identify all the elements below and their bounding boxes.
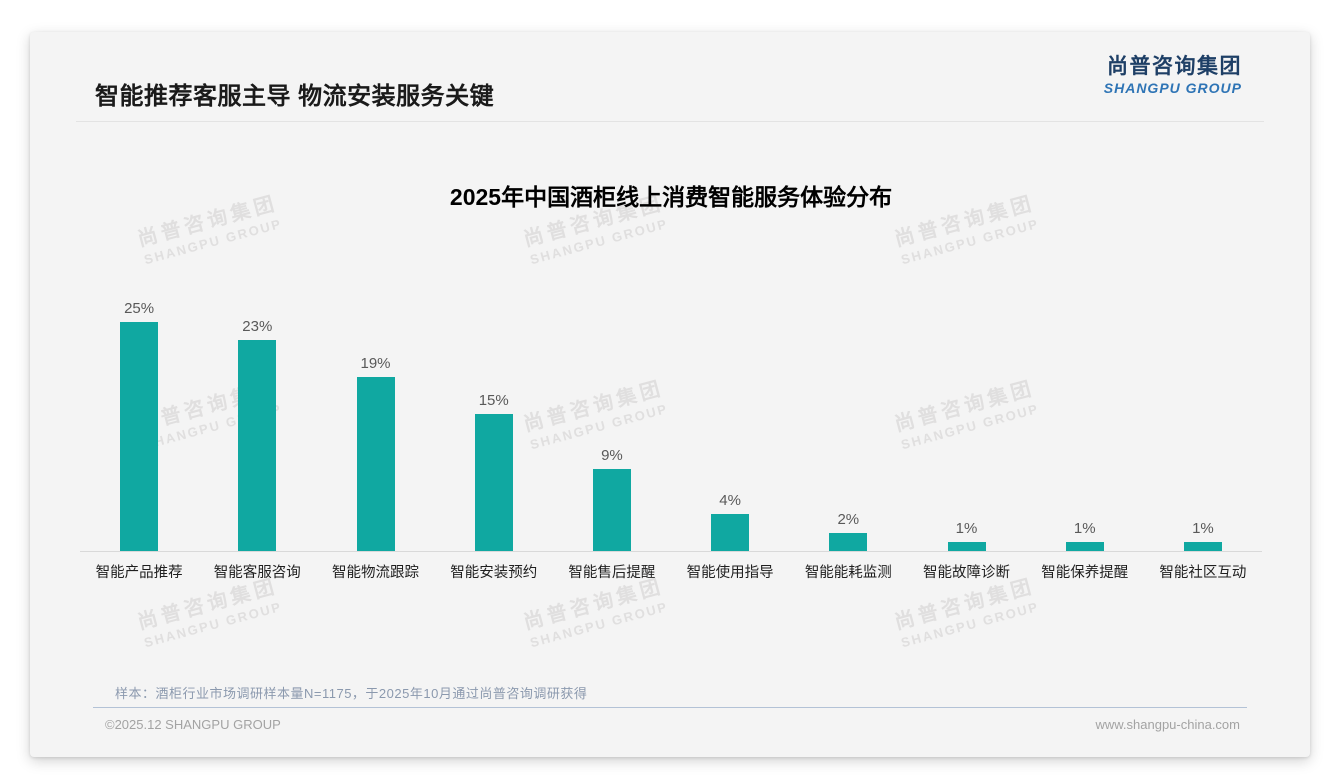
bar-value-label: 2% bbox=[837, 511, 860, 528]
bar-value-label: 25% bbox=[124, 300, 155, 317]
watermark: 尚普咨询集团 SHANGPU GROUP bbox=[135, 575, 285, 652]
watermark-chinese-text: 尚普咨询集团 bbox=[135, 575, 281, 635]
company-logo: 尚普咨询集团 SHANGPU GROUP bbox=[1104, 54, 1242, 97]
watermark-chinese-text: 尚普咨询集团 bbox=[521, 575, 667, 635]
bar bbox=[592, 469, 631, 551]
website-url: www.shangpu-china.com bbox=[1095, 717, 1240, 732]
bar-column: 4% bbox=[671, 492, 789, 551]
bar-column: 2% bbox=[789, 511, 907, 551]
bar bbox=[711, 514, 750, 551]
bar-value-label: 4% bbox=[719, 492, 741, 509]
watermark-english-text: SHANGPU GROUP bbox=[899, 215, 1041, 268]
bar-column: 1% bbox=[1144, 520, 1262, 551]
category-label: 智能安装预约 bbox=[450, 565, 538, 581]
sample-note: 样本：酒柜行业市场调研样本量N=1175，于2025年10月通过尚普咨询调研获得 bbox=[115, 686, 588, 701]
bar bbox=[1065, 542, 1104, 551]
category-label: 智能使用指导 bbox=[686, 565, 774, 581]
bar-value-label: 15% bbox=[478, 392, 509, 409]
logo-chinese-text: 尚普咨询集团 bbox=[1107, 55, 1242, 78]
bar bbox=[829, 533, 868, 551]
bar bbox=[474, 414, 513, 551]
bar-column: 1% bbox=[1026, 520, 1144, 551]
watermark-chinese-text: 尚普咨询集团 bbox=[892, 575, 1038, 635]
watermark-english-text: SHANGPU GROUP bbox=[142, 598, 284, 651]
bar-column: 19% bbox=[316, 355, 434, 551]
x-axis-line bbox=[80, 551, 1262, 552]
chart-title: 2025年中国酒柜线上消费智能服务体验分布 bbox=[449, 184, 893, 210]
bar-value-label: 19% bbox=[360, 355, 391, 372]
watermark-english-text: SHANGPU GROUP bbox=[899, 598, 1041, 651]
bar bbox=[238, 340, 277, 551]
watermark: 尚普咨询集团 SHANGPU GROUP bbox=[521, 575, 671, 652]
bar-column: 15% bbox=[435, 392, 553, 551]
logo-english-text: SHANGPU GROUP bbox=[1103, 80, 1242, 96]
bar-value-label: 9% bbox=[601, 447, 623, 464]
category-label: 智能售后提醒 bbox=[568, 565, 656, 581]
footer: ©2025.12 SHANGPU GROUP www.shangpu-china… bbox=[105, 717, 1240, 732]
page-title: 智能推荐客服主导 物流安装服务关键 bbox=[95, 83, 495, 110]
bar-column: 1% bbox=[907, 520, 1025, 551]
category-label: 智能保养提醒 bbox=[1041, 565, 1129, 581]
category-label: 智能产品推荐 bbox=[95, 565, 183, 581]
category-label: 智能物流跟踪 bbox=[332, 565, 419, 581]
bar-column: 25% bbox=[80, 300, 198, 551]
watermark-english-text: SHANGPU GROUP bbox=[528, 215, 670, 268]
bar bbox=[1183, 542, 1222, 551]
title-divider bbox=[76, 121, 1264, 122]
bar-value-label: 1% bbox=[955, 520, 978, 537]
footer-divider bbox=[93, 707, 1247, 708]
bar-column: 23% bbox=[198, 318, 316, 551]
bar-value-label: 23% bbox=[242, 318, 273, 335]
bar-value-label: 1% bbox=[1073, 520, 1096, 537]
slide-card: 尚普咨询集团 SHANGPU GROUP 尚普咨询集团 SHANGPU GROUP 尚普… bbox=[30, 32, 1310, 757]
category-label: 智能客服咨询 bbox=[213, 565, 301, 581]
copyright-text: ©2025.12 SHANGPU GROUP bbox=[105, 717, 281, 732]
bar bbox=[120, 322, 159, 551]
watermark-english-text: SHANGPU GROUP bbox=[528, 598, 670, 651]
x-axis-category-labels: 智能产品推荐 智能客服咨询 智能物流跟踪 智能安装预约 智能售后提醒 智能使用指导 智能能耗… bbox=[80, 561, 1262, 582]
watermark-english-text: SHANGPU GROUP bbox=[142, 215, 284, 268]
bar-value-label: 1% bbox=[1192, 520, 1214, 537]
bar bbox=[356, 377, 395, 551]
category-label: 智能社区互动 bbox=[1159, 565, 1247, 581]
watermark: 尚普咨询集团 SHANGPU GROUP bbox=[892, 575, 1042, 652]
category-label: 智能能耗监测 bbox=[804, 565, 892, 581]
bar bbox=[947, 542, 986, 551]
category-label: 智能故障诊断 bbox=[923, 565, 1011, 581]
bar-column: 9% bbox=[553, 447, 671, 551]
bar-chart-plot-area: 25% 23% 19% 15% 9% 4% 2% 1% 1% 1% bbox=[80, 267, 1262, 551]
